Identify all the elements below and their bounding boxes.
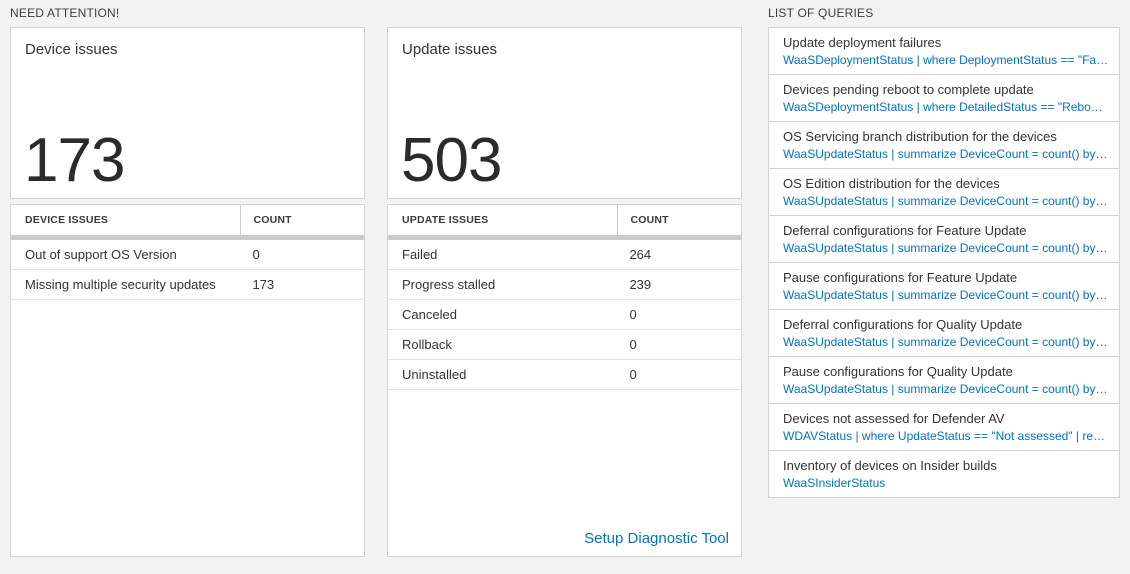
- column-header-count: COUNT: [240, 205, 364, 235]
- table-row[interactable]: Progress stalled 239: [388, 270, 741, 300]
- query-item[interactable]: Update deployment failures WaaSDeploymen…: [768, 27, 1120, 75]
- table-row[interactable]: Rollback 0: [388, 330, 741, 360]
- update-issues-table-card: UPDATE ISSUES COUNT Failed 264 Progress …: [387, 204, 742, 557]
- queries-list: Update deployment failures WaaSDeploymen…: [768, 27, 1120, 498]
- row-label: Canceled: [402, 307, 457, 322]
- row-label: Progress stalled: [402, 277, 496, 292]
- query-item[interactable]: OS Edition distribution for the devices …: [768, 168, 1120, 216]
- update-issues-total: 503: [401, 126, 502, 195]
- query-item[interactable]: Devices not assessed for Defender AV WDA…: [768, 403, 1120, 451]
- query-title: Pause configurations for Feature Update: [783, 270, 1018, 285]
- query-link[interactable]: WaaSUpdateStatus | summarize DeviceCount…: [783, 335, 1109, 349]
- row-label: Rollback: [402, 337, 452, 352]
- row-count: 0: [252, 247, 260, 262]
- query-link[interactable]: WaaSUpdateStatus | summarize DeviceCount…: [783, 241, 1109, 255]
- query-link[interactable]: WaaSUpdateStatus | summarize DeviceCount…: [783, 147, 1109, 161]
- row-label: Uninstalled: [402, 367, 467, 382]
- query-title: Devices not assessed for Defender AV: [783, 411, 1005, 426]
- query-link[interactable]: WaaSDeploymentStatus | where DetailedSta…: [783, 100, 1109, 114]
- query-link[interactable]: WaaSUpdateStatus | summarize DeviceCount…: [783, 382, 1109, 396]
- row-count: 0: [629, 307, 637, 322]
- table-header-divider: [388, 235, 741, 240]
- table-row[interactable]: Uninstalled 0: [388, 360, 741, 390]
- query-title: Inventory of devices on Insider builds: [783, 458, 997, 473]
- row-count: 0: [629, 367, 637, 382]
- query-item[interactable]: OS Servicing branch distribution for the…: [768, 121, 1120, 169]
- query-item[interactable]: Pause configurations for Feature Update …: [768, 262, 1120, 310]
- device-issues-summary-card[interactable]: Device issues 173: [10, 27, 365, 199]
- query-link[interactable]: WaaSDeploymentStatus | where DeploymentS…: [783, 53, 1109, 67]
- query-item[interactable]: Deferral configurations for Feature Upda…: [768, 215, 1120, 263]
- query-title: Deferral configurations for Quality Upda…: [783, 317, 1023, 332]
- table-row[interactable]: Failed 264: [388, 240, 741, 270]
- query-title: Pause configurations for Quality Update: [783, 364, 1013, 379]
- query-title: OS Servicing branch distribution for the…: [783, 129, 1057, 144]
- column-header-count: COUNT: [617, 205, 741, 235]
- query-title: OS Edition distribution for the devices: [783, 176, 1000, 191]
- column-header-update-issues: UPDATE ISSUES: [402, 214, 489, 226]
- device-issues-table-card: DEVICE ISSUES COUNT Out of support OS Ve…: [10, 204, 365, 557]
- row-count: 173: [252, 277, 275, 292]
- row-label: Out of support OS Version: [25, 247, 177, 262]
- row-count: 0: [629, 337, 637, 352]
- row-label: Failed: [402, 247, 438, 262]
- column-header-device-issues: DEVICE ISSUES: [25, 214, 109, 226]
- device-issues-title: Device issues: [25, 41, 118, 58]
- row-count: 239: [629, 277, 652, 292]
- query-link[interactable]: WDAVStatus | where UpdateStatus == "Not …: [783, 429, 1109, 443]
- query-title: Update deployment failures: [783, 35, 942, 50]
- query-title: Devices pending reboot to complete updat…: [783, 82, 1034, 97]
- device-issues-tile: Device issues 173 DEVICE ISSUES COUNT Ou…: [10, 27, 365, 557]
- setup-diagnostic-tool-link[interactable]: Setup Diagnostic Tool: [584, 530, 729, 547]
- update-issues-title: Update issues: [402, 41, 498, 58]
- query-link[interactable]: WaaSInsiderStatus: [783, 476, 886, 490]
- query-link[interactable]: WaaSUpdateStatus | summarize DeviceCount…: [783, 194, 1109, 208]
- query-link[interactable]: WaaSUpdateStatus | summarize DeviceCount…: [783, 288, 1109, 302]
- query-item[interactable]: Devices pending reboot to complete updat…: [768, 74, 1120, 122]
- query-item[interactable]: Inventory of devices on Insider builds W…: [768, 450, 1120, 498]
- update-issues-summary-card[interactable]: Update issues 503: [387, 27, 742, 199]
- device-issues-table-header: DEVICE ISSUES COUNT: [11, 205, 364, 235]
- query-title: Deferral configurations for Feature Upda…: [783, 223, 1027, 238]
- table-row[interactable]: Missing multiple security updates 173: [11, 270, 364, 300]
- row-label: Missing multiple security updates: [25, 277, 216, 292]
- list-of-queries-header: LIST OF QUERIES: [768, 6, 874, 20]
- table-row[interactable]: Canceled 0: [388, 300, 741, 330]
- table-row[interactable]: Out of support OS Version 0: [11, 240, 364, 270]
- query-item[interactable]: Pause configurations for Quality Update …: [768, 356, 1120, 404]
- row-count: 264: [629, 247, 652, 262]
- device-issues-total: 173: [24, 126, 125, 195]
- table-header-divider: [11, 235, 364, 240]
- query-item[interactable]: Deferral configurations for Quality Upda…: [768, 309, 1120, 357]
- need-attention-header: NEED ATTENTION!: [10, 6, 120, 20]
- update-issues-table-header: UPDATE ISSUES COUNT: [388, 205, 741, 235]
- update-issues-tile: Update issues 503 UPDATE ISSUES COUNT Fa…: [387, 27, 742, 557]
